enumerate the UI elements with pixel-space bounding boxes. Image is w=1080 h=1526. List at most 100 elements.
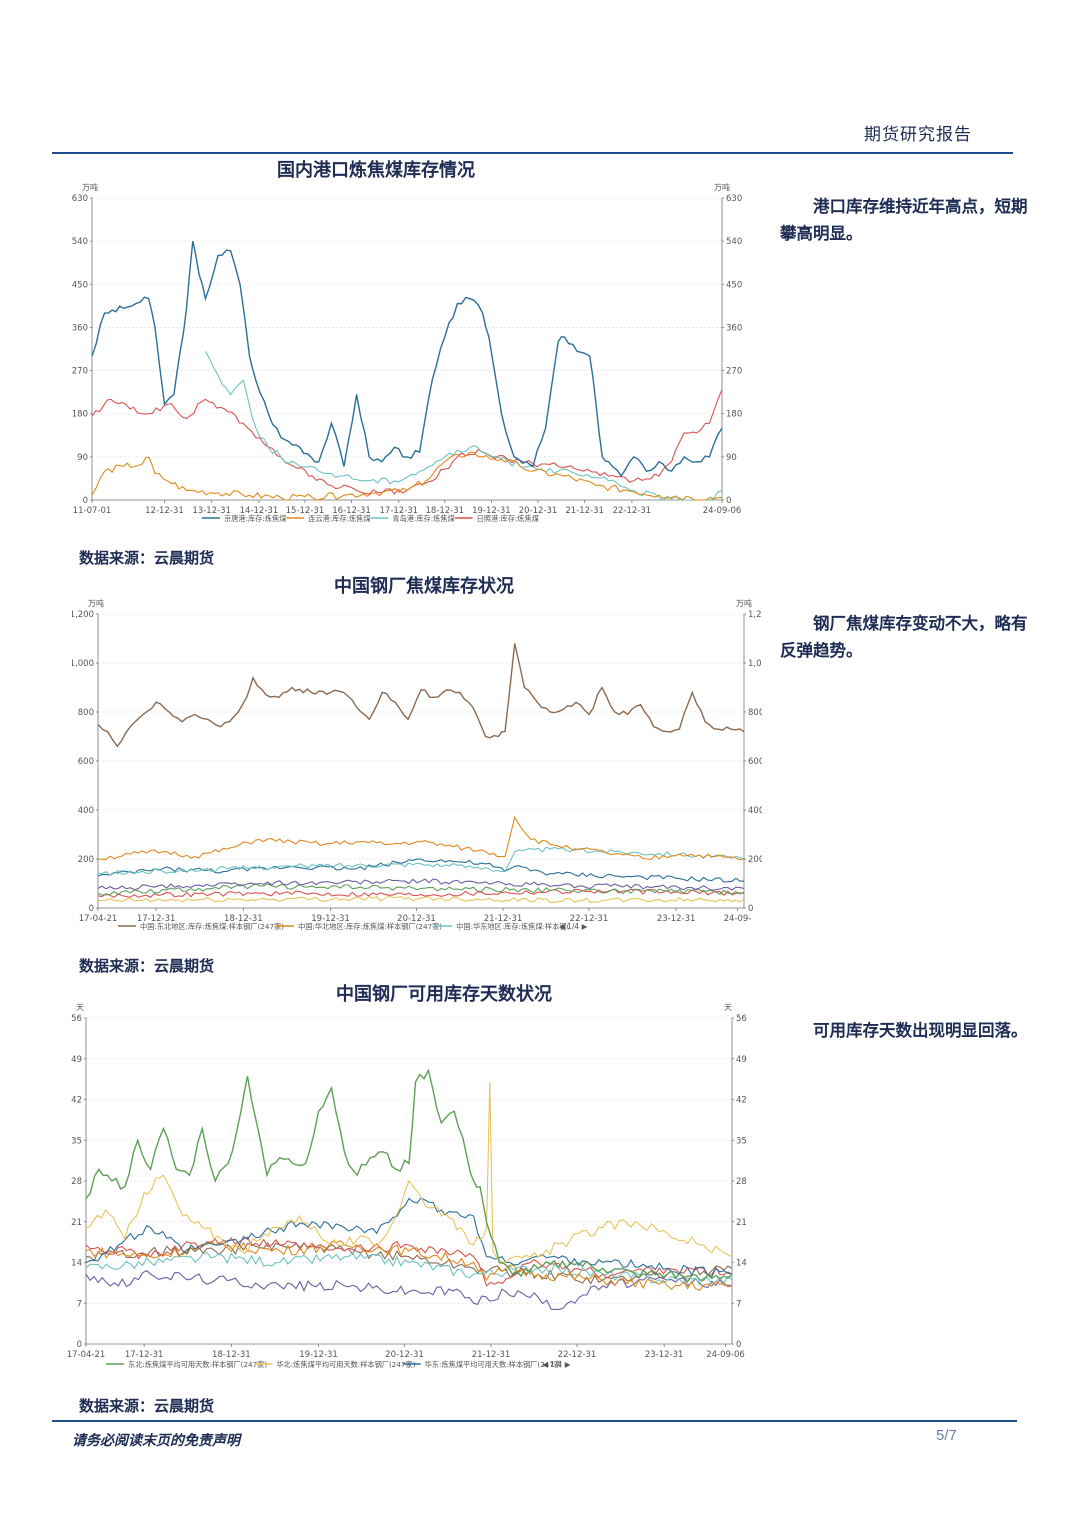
x-tick-label: 22-12-31 [570, 914, 609, 924]
y-tick-label-left: 42 [71, 1096, 82, 1106]
y-tick-label-right: 0 [736, 1340, 741, 1350]
header-rule [52, 152, 1013, 154]
y-tick-label-left: 0 [83, 496, 88, 506]
footer-disclaimer: 请务必阅读末页的免责声明 [72, 1433, 240, 1449]
series-line-2 [97, 815, 745, 861]
series-line-1 [97, 643, 745, 748]
y-tick-label-left: 0 [77, 1340, 82, 1350]
y-tick-label-right: 90 [726, 453, 737, 463]
y-tick-label-left: 270 [72, 367, 88, 377]
page-number: 5/7 [936, 1427, 957, 1444]
x-tick-label: 24-09-06 [706, 1350, 745, 1360]
x-tick-label: 17-04-21 [67, 1350, 106, 1360]
series-line-5 [85, 1252, 733, 1286]
x-tick-label: 16-12-31 [332, 506, 371, 516]
legend-label: 东北:炼焦煤平均可用天数:样本钢厂(247家) [128, 1360, 267, 1369]
x-tick-label: 15-12-31 [286, 506, 325, 516]
y-tick-label-right: 35 [736, 1136, 747, 1146]
unit-left: 万吨 [88, 598, 104, 608]
legend-label: 中国:华东地区:库存:炼焦煤:样本钢( [456, 922, 569, 931]
y-tick-label-right: 450 [726, 280, 742, 290]
legend-label: 华东:炼焦煤平均可用天数:样本钢厂(247家 [425, 1360, 561, 1369]
comment-1: 港口库存维持近年高点，短期攀高明显。 [780, 197, 1028, 243]
x-tick-label: 22-12-31 [613, 506, 652, 516]
y-tick-label-right: 600 [748, 757, 762, 767]
unit-left: 天 [76, 1003, 84, 1012]
footer-rule [52, 1420, 1017, 1422]
legend-label: 青岛港:库存:炼焦煤 [392, 514, 454, 523]
x-tick-label: 20-12-31 [519, 506, 558, 516]
series-line-1 [91, 240, 723, 478]
x-tick-label: 21-12-31 [484, 914, 523, 924]
chart-title-3: 中国钢厂可用库存天数状况 [336, 984, 552, 1005]
series-line-7 [97, 888, 745, 899]
y-tick-label-left: 0 [89, 904, 94, 914]
source-2: 数据来源：云晨期货 [79, 957, 215, 975]
y-tick-label-right: 1,200 [748, 610, 762, 620]
comment-2: 钢厂焦煤库存变动不大，略有反弹趋势。 [780, 614, 1028, 660]
x-tick-label: 23-12-31 [645, 1350, 684, 1360]
x-tick-label: 13-12-31 [192, 506, 231, 516]
y-tick-label-left: 7 [77, 1299, 82, 1309]
header-title: 期货研究报告 [864, 125, 972, 145]
x-tick-label: 18-12-31 [426, 506, 465, 516]
x-tick-label: 17-12-31 [380, 506, 419, 516]
y-tick-label-right: 14 [736, 1259, 747, 1269]
x-tick-label: 24-09- [724, 914, 752, 924]
y-tick-label-left: 600 [78, 757, 94, 767]
x-tick-label: 14-12-31 [240, 506, 279, 516]
y-tick-label-left: 450 [72, 280, 88, 290]
y-tick-label-left: 360 [72, 323, 88, 333]
y-tick-label-left: 28 [71, 1177, 82, 1187]
series-line-6 [97, 883, 745, 896]
y-tick-label-right: 1,000 [748, 659, 762, 669]
y-tick-label-left: 21 [71, 1218, 82, 1228]
chart-available-days: 0 0 7 7 14 14 21 21 28 28 35 35 42 42 49 49 56 56 天 天 17-04-… [67, 1003, 747, 1369]
y-tick-label-right: 7 [736, 1299, 741, 1309]
legend-label: 日照港:库存:炼焦煤 [477, 514, 539, 523]
series-line-3 [85, 1197, 733, 1278]
series-line-4 [91, 389, 723, 495]
unit-right: 万吨 [736, 598, 752, 608]
series-line-3 [97, 846, 745, 876]
legend-label: 中国:华北地区:库存:炼焦煤:样本钢厂(247家) [298, 922, 442, 931]
y-tick-label-right: 56 [736, 1014, 747, 1024]
y-tick-label-left: 800 [78, 708, 94, 718]
chart-steel-mill-inventory: 0 0 200 200 400 400 600 600 800 800 1,000 1,000 1,20… [72, 598, 762, 931]
series-line-3 [204, 351, 723, 501]
x-tick-label: 19-12-31 [472, 506, 511, 516]
series-line-1 [85, 1068, 733, 1284]
unit-left: 万吨 [82, 182, 98, 192]
chart-port-inventory: 0 0 90 90 180 180 270 270 360 360 450 450 540 540 630 6… [72, 182, 742, 523]
y-tick-label-right: 630 [726, 194, 742, 204]
x-tick-label: 21-12-31 [472, 1350, 511, 1360]
x-tick-label: 17-12-31 [125, 1350, 164, 1360]
y-tick-label-right: 0 [726, 496, 731, 506]
x-tick-label: 24-09-06 [703, 506, 742, 516]
x-tick-label: 19-12-31 [299, 1350, 338, 1360]
x-tick-label: 22-12-31 [558, 1350, 597, 1360]
series-line-5 [97, 878, 745, 891]
legend-pager: ◀ 1/4 ▶ [542, 1360, 571, 1369]
x-tick-label: 20-12-31 [385, 1350, 424, 1360]
chart-title-2: 中国钢厂焦煤库存状况 [334, 576, 514, 597]
source-1: 数据来源：云晨期货 [79, 549, 215, 567]
x-tick-label: 21-12-31 [565, 506, 604, 516]
series-line-2 [85, 1081, 733, 1264]
source-3: 数据来源：云晨期货 [79, 1397, 215, 1415]
series-line-7 [85, 1236, 733, 1287]
y-tick-label-left: 630 [72, 194, 88, 204]
chart-title-1: 国内港口炼焦煤库存情况 [277, 160, 475, 181]
x-tick-label: 23-12-31 [657, 914, 696, 924]
series-line-8 [98, 895, 745, 904]
unit-right: 天 [724, 1003, 732, 1012]
y-tick-label-left: 56 [71, 1014, 82, 1024]
legend-label: 连云港:库存:炼焦煤 [308, 514, 370, 523]
series-line-2 [91, 451, 722, 501]
y-tick-label-left: 90 [77, 453, 88, 463]
x-tick-label: 19-12-31 [311, 914, 350, 924]
comment-3: 可用库存天数出现明显回落。 [813, 1021, 1028, 1040]
y-tick-label-left: 35 [71, 1136, 82, 1146]
x-tick-label: 11-07-01 [73, 506, 112, 516]
unit-right: 万吨 [714, 182, 730, 192]
